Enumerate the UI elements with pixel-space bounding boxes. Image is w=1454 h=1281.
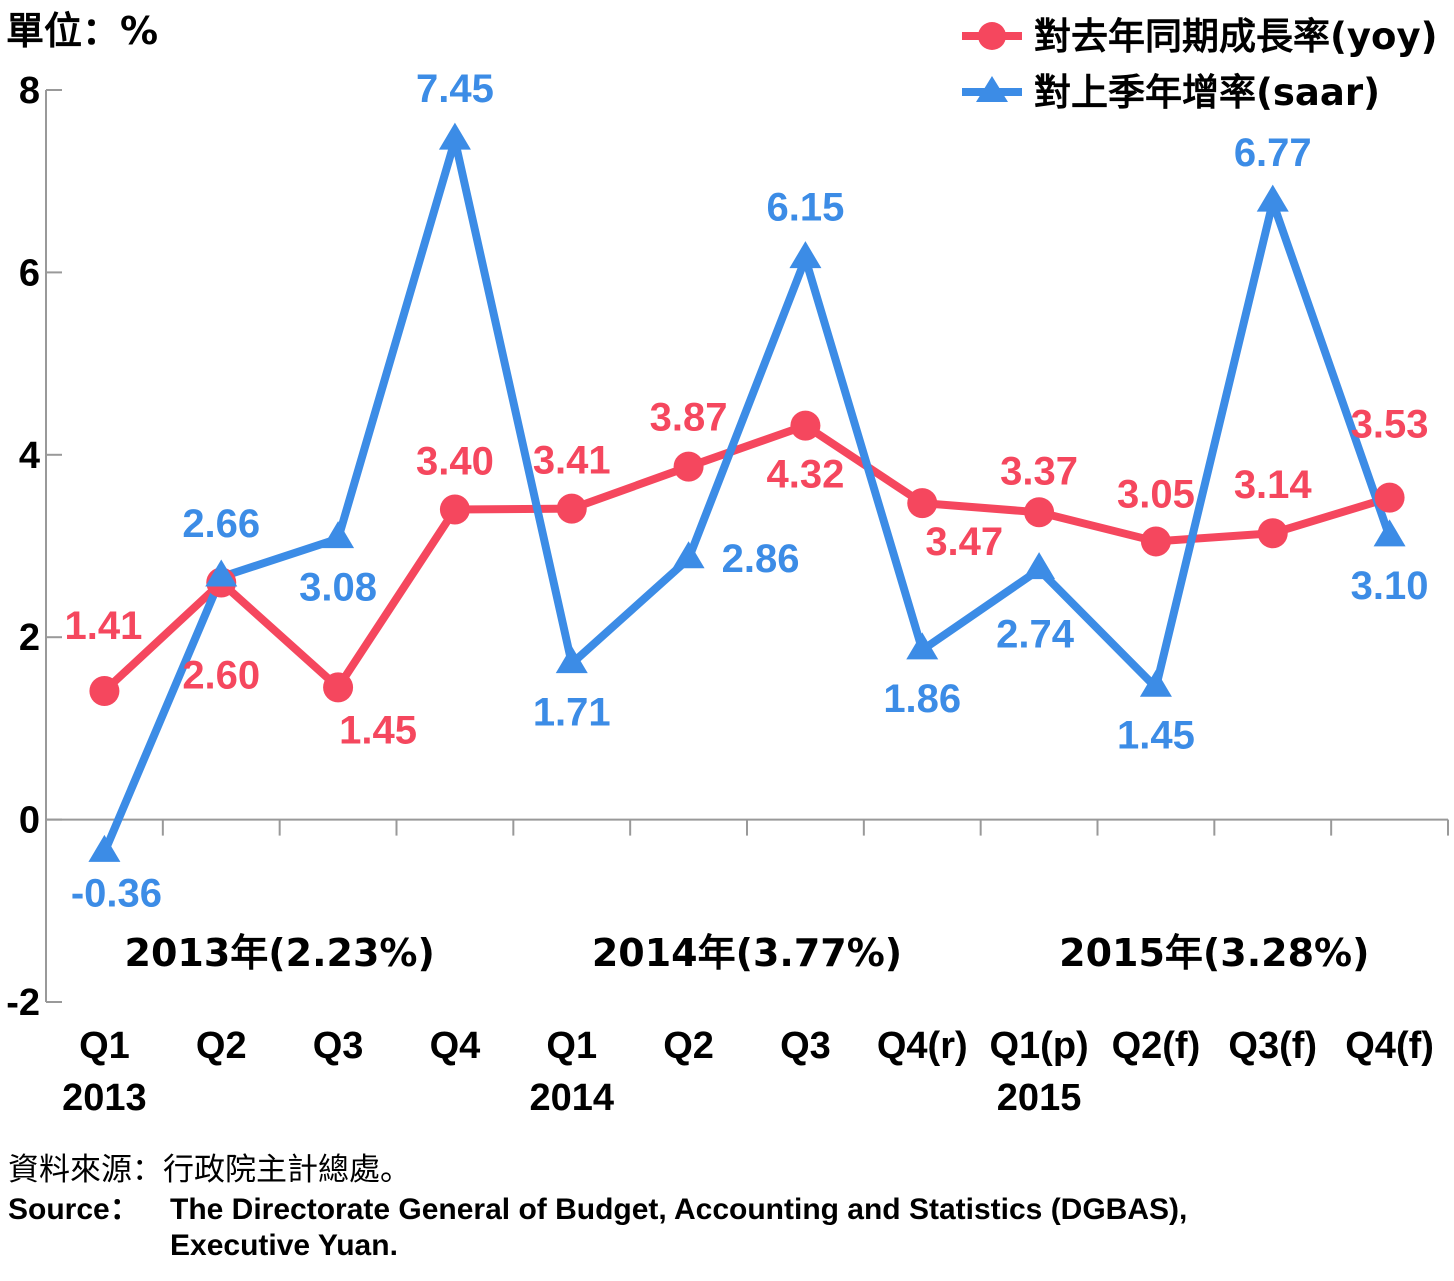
yoy-point — [790, 410, 821, 441]
legend-label: 對上季年增率(saar) — [1034, 71, 1380, 114]
yoy-point — [89, 676, 120, 707]
x-tick-label: Q1 — [546, 1025, 597, 1067]
source-en-line2: Executive Yuan. — [170, 1229, 398, 1262]
yoy-data-label: 3.05 — [1117, 472, 1195, 516]
yoy-data-label: 3.87 — [650, 396, 728, 440]
yoy-point — [1140, 526, 1171, 557]
annual-growth-label: 2013年(2.23%) — [125, 931, 435, 975]
saar-point — [789, 241, 822, 269]
unit-label: 單位：% — [6, 9, 158, 53]
annual-growth-label: 2015年(3.28%) — [1059, 931, 1369, 975]
saar-line — [100, 136, 1394, 854]
saar-point — [555, 646, 588, 674]
x-tick-label: Q2(f) — [1112, 1025, 1201, 1067]
x-tick-label: Q4 — [430, 1025, 481, 1067]
saar-point — [1023, 552, 1056, 580]
saar-point — [906, 632, 939, 660]
x-tick-label: Q3 — [780, 1025, 831, 1067]
yoy-point — [907, 488, 938, 519]
source-zh: 資料來源：行政院主計總處。 — [8, 1152, 411, 1188]
x-tick-label: Q2 — [196, 1025, 247, 1067]
yoy-data-label: 4.32 — [766, 453, 844, 497]
source-note: 資料來源：行政院主計總處。 Source： The Directorate Gen… — [8, 1148, 1187, 1264]
saar-data-label: -0.36 — [71, 871, 162, 915]
annual-growth-label: 2014年(3.77%) — [592, 931, 902, 975]
yoy-point — [323, 672, 354, 703]
saar-data-label: 2.74 — [996, 613, 1075, 657]
yoy-data-label: 3.47 — [925, 520, 1003, 564]
y-tick-label: 8 — [19, 70, 40, 112]
yoy-data-label: 1.45 — [339, 708, 417, 752]
x-tick-label: Q1 — [79, 1025, 130, 1067]
saar-data-label: 6.77 — [1234, 131, 1312, 175]
year-label: 2014 — [529, 1077, 614, 1119]
x-tick-label: Q3 — [313, 1025, 364, 1067]
yoy-point — [673, 451, 704, 482]
x-tick-label: Q2 — [663, 1025, 714, 1067]
x-tick-label: Q3(f) — [1228, 1025, 1317, 1067]
line-chart: 單位：% -2 0 2 4 6 8 Q1 Q2 Q3 Q4 Q1 Q2 Q3 Q4(r) Q1(p) Q2(f)… — [6, 9, 1449, 1119]
source-en-line1: The Directorate General of Budget, Accou… — [170, 1193, 1188, 1226]
yoy-point — [1024, 497, 1055, 528]
saar-data-label: 1.71 — [533, 691, 611, 735]
saar-data-label: 7.45 — [416, 67, 494, 111]
legend-marker — [978, 22, 1006, 50]
x-tick-label: Q4(f) — [1345, 1025, 1434, 1067]
year-label: 2015 — [997, 1077, 1082, 1119]
yoy-data-label: 3.40 — [416, 440, 494, 484]
saar-point — [322, 521, 355, 549]
saar-data-label: 3.08 — [299, 566, 377, 610]
y-tick-label: 0 — [19, 800, 40, 842]
yoy-data-label: 3.53 — [1351, 403, 1429, 447]
legend-label: 對去年同期成長率(yoy) — [1034, 15, 1437, 58]
yoy-point — [439, 494, 470, 525]
y-tick-label: 6 — [19, 252, 40, 294]
yoy-data-label: 1.41 — [64, 604, 142, 648]
yoy-point — [1257, 518, 1288, 549]
year-label: 2013 — [62, 1077, 147, 1119]
yoy-line — [101, 421, 1391, 694]
saar-data-label: 2.66 — [182, 502, 260, 546]
y-tick-label: -2 — [6, 982, 40, 1024]
y-tick-label: 4 — [19, 435, 40, 477]
yoy-data-label: 3.14 — [1234, 463, 1313, 507]
yoy-data-label: 3.37 — [1000, 449, 1078, 493]
saar-point — [205, 559, 238, 587]
saar-point — [1373, 519, 1406, 547]
x-tick-label: Q1(p) — [989, 1025, 1088, 1067]
yoy-point — [1374, 482, 1405, 513]
saar-point — [438, 122, 471, 150]
saar-point — [1256, 184, 1289, 212]
saar-data-label: 3.10 — [1351, 564, 1429, 608]
source-en-label: Source： — [8, 1193, 140, 1226]
saar-data-label: 1.45 — [1117, 713, 1195, 757]
source-en: Source： The Directorate General of Budget… — [8, 1192, 1187, 1228]
y-tick-label: 2 — [19, 617, 40, 659]
saar-data-label: 1.86 — [883, 677, 961, 721]
x-tick-label: Q4(r) — [877, 1025, 968, 1067]
legend-marker — [976, 76, 1008, 102]
yoy-point — [556, 493, 587, 524]
saar-data-label: 6.15 — [766, 186, 844, 230]
saar-point — [88, 834, 121, 862]
yoy-data-label: 3.41 — [533, 439, 611, 483]
saar-data-label: 2.86 — [722, 537, 800, 581]
saar-point — [1139, 669, 1172, 697]
yoy-data-label: 2.60 — [182, 653, 260, 697]
saar-point — [672, 541, 705, 569]
